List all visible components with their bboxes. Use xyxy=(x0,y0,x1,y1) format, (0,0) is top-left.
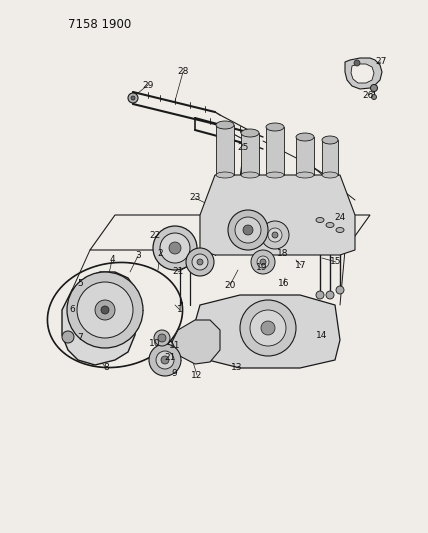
Polygon shape xyxy=(62,272,138,365)
Polygon shape xyxy=(322,140,338,175)
Ellipse shape xyxy=(216,121,234,129)
Text: 23: 23 xyxy=(189,193,201,203)
Circle shape xyxy=(250,310,286,346)
Circle shape xyxy=(192,254,208,270)
Text: 17: 17 xyxy=(295,261,307,270)
Ellipse shape xyxy=(322,136,338,144)
Ellipse shape xyxy=(266,172,284,178)
Circle shape xyxy=(261,221,289,249)
Text: 26: 26 xyxy=(363,91,374,100)
Text: 1: 1 xyxy=(177,305,183,314)
Text: 24: 24 xyxy=(334,214,346,222)
Text: 12: 12 xyxy=(191,370,203,379)
Text: 2: 2 xyxy=(157,248,163,257)
Text: 7: 7 xyxy=(77,333,83,342)
Circle shape xyxy=(243,225,253,235)
Ellipse shape xyxy=(241,172,259,178)
Text: 27: 27 xyxy=(375,58,386,67)
Circle shape xyxy=(272,232,278,238)
Circle shape xyxy=(372,94,377,100)
Circle shape xyxy=(131,96,135,100)
Circle shape xyxy=(371,85,377,92)
Circle shape xyxy=(128,93,138,103)
Text: 7158 1900: 7158 1900 xyxy=(68,18,131,31)
Text: 6: 6 xyxy=(69,305,75,314)
Text: 15: 15 xyxy=(330,257,342,266)
Circle shape xyxy=(228,210,268,250)
Ellipse shape xyxy=(316,217,324,222)
Ellipse shape xyxy=(326,222,334,228)
Circle shape xyxy=(149,344,181,376)
Circle shape xyxy=(235,217,261,243)
Circle shape xyxy=(257,256,269,268)
Circle shape xyxy=(186,248,214,276)
Ellipse shape xyxy=(296,172,314,178)
Circle shape xyxy=(101,306,109,314)
Circle shape xyxy=(240,300,296,356)
Circle shape xyxy=(197,259,203,265)
Text: 14: 14 xyxy=(316,330,328,340)
Circle shape xyxy=(67,272,143,348)
Circle shape xyxy=(77,282,133,338)
Polygon shape xyxy=(351,64,374,83)
Polygon shape xyxy=(200,175,355,255)
Polygon shape xyxy=(241,133,259,175)
Text: 16: 16 xyxy=(278,279,290,288)
Text: 11: 11 xyxy=(169,342,181,351)
Circle shape xyxy=(260,259,266,265)
Ellipse shape xyxy=(336,228,344,232)
Text: 18: 18 xyxy=(277,248,289,257)
Text: 10: 10 xyxy=(149,338,161,348)
Polygon shape xyxy=(172,320,220,364)
Polygon shape xyxy=(216,125,234,175)
Polygon shape xyxy=(296,137,314,175)
Ellipse shape xyxy=(266,123,284,131)
Text: 3: 3 xyxy=(135,252,141,261)
Circle shape xyxy=(169,242,181,254)
Text: 8: 8 xyxy=(103,364,109,373)
Text: 20: 20 xyxy=(224,280,236,289)
Circle shape xyxy=(316,291,324,299)
Polygon shape xyxy=(266,127,284,175)
Circle shape xyxy=(62,331,74,343)
Circle shape xyxy=(268,228,282,242)
Circle shape xyxy=(261,321,275,335)
Text: 22: 22 xyxy=(149,231,160,240)
Circle shape xyxy=(161,356,169,364)
Text: 21: 21 xyxy=(172,268,184,277)
Text: 25: 25 xyxy=(237,143,249,152)
Circle shape xyxy=(95,300,115,320)
Circle shape xyxy=(326,291,334,299)
Ellipse shape xyxy=(241,129,259,137)
Text: 21: 21 xyxy=(164,353,175,362)
Ellipse shape xyxy=(296,133,314,141)
Circle shape xyxy=(154,330,170,346)
Circle shape xyxy=(153,226,197,270)
Circle shape xyxy=(158,334,166,342)
Circle shape xyxy=(354,60,360,66)
Text: 28: 28 xyxy=(177,68,189,77)
Text: 9: 9 xyxy=(171,368,177,377)
Polygon shape xyxy=(345,58,382,89)
Text: 5: 5 xyxy=(77,279,83,287)
Polygon shape xyxy=(190,295,340,368)
Ellipse shape xyxy=(322,172,338,178)
Text: 29: 29 xyxy=(143,80,154,90)
Circle shape xyxy=(336,286,344,294)
Circle shape xyxy=(160,233,190,263)
Text: 4: 4 xyxy=(109,255,115,264)
Circle shape xyxy=(251,250,275,274)
Circle shape xyxy=(156,351,174,369)
Ellipse shape xyxy=(216,172,234,178)
Text: 19: 19 xyxy=(256,263,268,272)
Text: 13: 13 xyxy=(231,364,243,373)
